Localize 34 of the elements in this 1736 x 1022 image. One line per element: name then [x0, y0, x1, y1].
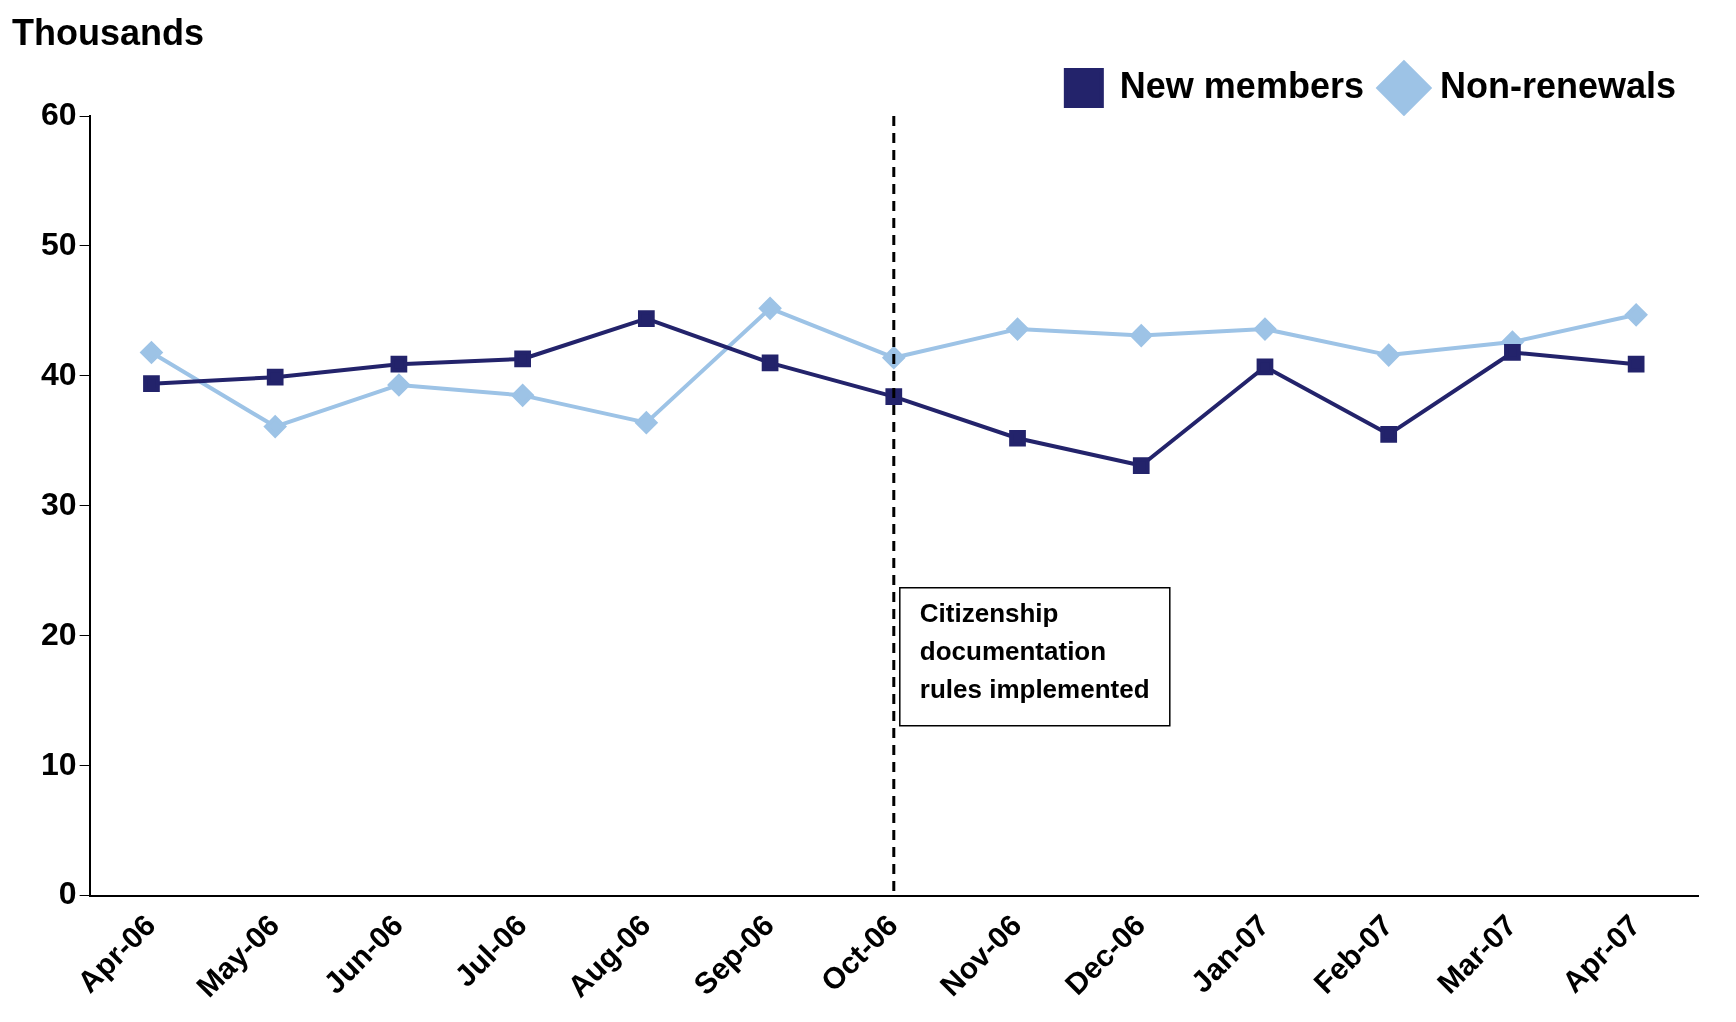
y-tick-label: 60: [41, 95, 77, 132]
point: [1504, 344, 1521, 361]
point: [1253, 318, 1276, 341]
y-axis-title: Thousands: [12, 12, 205, 54]
y-tick-label: 50: [41, 225, 77, 262]
y-tick-label: 40: [41, 355, 77, 392]
point: [1627, 355, 1645, 373]
point: [264, 415, 287, 438]
y-tick-label: 30: [41, 485, 77, 522]
y-tick-label: 20: [41, 615, 77, 652]
point: [637, 310, 655, 328]
point: [761, 354, 779, 372]
point: [387, 373, 410, 396]
point: [1009, 429, 1026, 447]
point: [1006, 318, 1029, 341]
point: [511, 384, 534, 407]
point: [1130, 324, 1153, 347]
y-tick-label: 10: [41, 745, 77, 782]
point: [1380, 425, 1398, 443]
y-tick-label: 0: [58, 875, 77, 912]
point: [390, 355, 408, 373]
point: [1625, 303, 1648, 326]
ref-line-label: Citizenship documentation rules implemented: [919, 597, 1150, 704]
legend-label: Non-renewals: [1439, 64, 1677, 106]
point: [514, 350, 531, 368]
point: [635, 411, 658, 434]
point: [140, 341, 163, 364]
point: [1256, 358, 1274, 376]
point: [1377, 344, 1400, 367]
point: [143, 375, 160, 393]
point: [1132, 457, 1150, 474]
legend-label: New members: [1119, 64, 1364, 106]
point: [266, 368, 284, 386]
point: [759, 297, 782, 320]
